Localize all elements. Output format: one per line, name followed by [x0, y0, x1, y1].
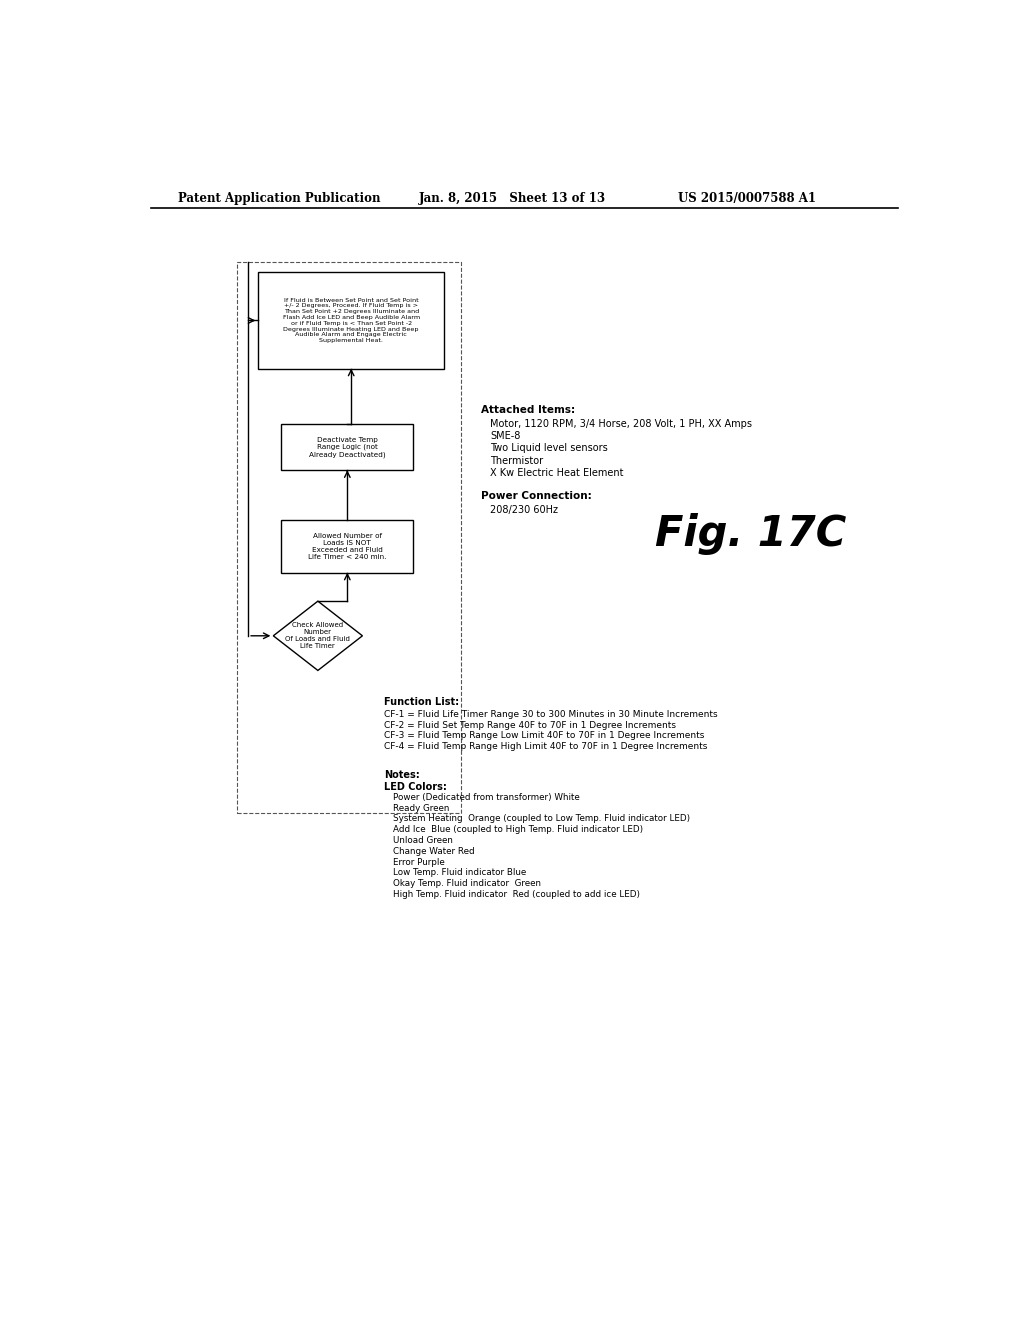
- Text: Allowed Number of
Loads IS NOT
Exceeded and Fluid
Life Timer < 240 min.: Allowed Number of Loads IS NOT Exceeded …: [308, 533, 386, 560]
- Text: Patent Application Publication: Patent Application Publication: [178, 191, 381, 205]
- Text: Notes:: Notes:: [384, 770, 420, 780]
- Bar: [258, 272, 444, 368]
- Text: High Temp. Fluid indicator  Red (coupled to add ice LED): High Temp. Fluid indicator Red (coupled …: [393, 890, 640, 899]
- Text: CF-1 = Fluid Life Timer Range 30 to 300 Minutes in 30 Minute Increments: CF-1 = Fluid Life Timer Range 30 to 300 …: [384, 710, 718, 718]
- Text: Ready Green: Ready Green: [393, 804, 450, 813]
- Text: If Fluid is Between Set Point and Set Point
+/- 2 Degrees, Proceed. If Fluid Tem: If Fluid is Between Set Point and Set Po…: [283, 298, 420, 343]
- Text: Low Temp. Fluid indicator Blue: Low Temp. Fluid indicator Blue: [393, 869, 526, 878]
- Text: Motor, 1120 RPM, 3/4 Horse, 208 Volt, 1 PH, XX Amps: Motor, 1120 RPM, 3/4 Horse, 208 Volt, 1 …: [489, 418, 752, 429]
- Text: LED Colors:: LED Colors:: [384, 781, 446, 792]
- Text: Unload Green: Unload Green: [393, 836, 453, 845]
- Polygon shape: [273, 601, 362, 671]
- Text: Attached Items:: Attached Items:: [480, 405, 574, 414]
- Text: CF-3 = Fluid Temp Range Low Limit 40F to 70F in 1 Degree Increments: CF-3 = Fluid Temp Range Low Limit 40F to…: [384, 731, 705, 741]
- Text: Change Water Red: Change Water Red: [393, 847, 475, 855]
- Text: 208/230 60Hz: 208/230 60Hz: [489, 506, 558, 515]
- Text: Deactivate Temp
Range Logic (not
Already Deactivated): Deactivate Temp Range Logic (not Already…: [309, 437, 386, 458]
- Text: SME-8: SME-8: [489, 430, 520, 441]
- Text: Power (Dedicated from transformer) White: Power (Dedicated from transformer) White: [393, 793, 580, 801]
- Bar: [237, 263, 461, 813]
- Text: Function List:: Function List:: [384, 697, 459, 708]
- Text: Thermistor: Thermistor: [489, 455, 543, 466]
- Text: US 2015/0007588 A1: US 2015/0007588 A1: [678, 191, 816, 205]
- Text: X Kw Electric Heat Element: X Kw Electric Heat Element: [489, 469, 624, 478]
- Text: Fig. 17C: Fig. 17C: [655, 512, 846, 554]
- Text: Two Liquid level sensors: Two Liquid level sensors: [489, 444, 607, 453]
- Bar: [282, 520, 414, 573]
- Text: Power Connection:: Power Connection:: [480, 491, 592, 502]
- Text: CF-2 = Fluid Set Temp Range 40F to 70F in 1 Degree Increments: CF-2 = Fluid Set Temp Range 40F to 70F i…: [384, 721, 676, 730]
- Text: CF-4 = Fluid Temp Range High Limit 40F to 70F in 1 Degree Increments: CF-4 = Fluid Temp Range High Limit 40F t…: [384, 742, 708, 751]
- Text: Okay Temp. Fluid indicator  Green: Okay Temp. Fluid indicator Green: [393, 879, 541, 888]
- Bar: [282, 424, 414, 470]
- Text: Jan. 8, 2015   Sheet 13 of 13: Jan. 8, 2015 Sheet 13 of 13: [419, 191, 606, 205]
- Text: Add Ice  Blue (coupled to High Temp. Fluid indicator LED): Add Ice Blue (coupled to High Temp. Flui…: [393, 825, 643, 834]
- Text: Check Allowed
Number
Of Loads and Fluid
Life Timer: Check Allowed Number Of Loads and Fluid …: [286, 622, 350, 649]
- Text: System Heating  Orange (coupled to Low Temp. Fluid indicator LED): System Heating Orange (coupled to Low Te…: [393, 814, 690, 824]
- Text: Error Purple: Error Purple: [393, 858, 444, 866]
